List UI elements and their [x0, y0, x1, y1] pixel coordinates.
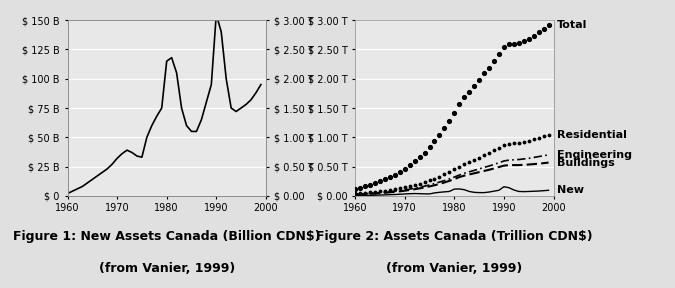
- Text: Engineering: Engineering: [557, 150, 632, 160]
- Text: Buildings: Buildings: [557, 158, 615, 168]
- Text: Figure 2: Assets Canada (Trillion CDN$): Figure 2: Assets Canada (Trillion CDN$): [316, 230, 593, 243]
- Text: Figure 1: New Assets Canada (Billion CDN$): Figure 1: New Assets Canada (Billion CDN…: [13, 230, 321, 243]
- Text: Total: Total: [557, 20, 587, 30]
- Text: (from Vanier, 1999): (from Vanier, 1999): [386, 262, 522, 275]
- Text: Residential: Residential: [557, 130, 627, 140]
- Text: (from Vanier, 1999): (from Vanier, 1999): [99, 262, 235, 275]
- Text: New: New: [557, 185, 584, 195]
